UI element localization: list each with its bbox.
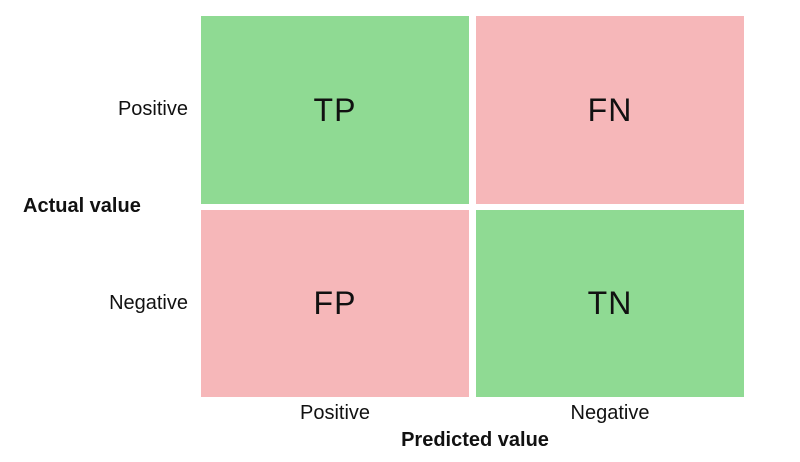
row-label-positive: Positive [117,98,188,120]
cell-label-fn: FN [587,91,633,128]
row-label-negative: Negative [109,292,188,314]
cell-label-tn: TN [587,285,633,321]
cell-label-fp: FP [313,285,357,321]
cell-false-negative: FN [476,16,744,204]
cell-false-positive: FP [201,210,469,397]
axis-title-predicted: Predicted value [401,429,549,451]
column-label-positive: Positive [299,402,371,424]
axis-title-actual: Actual value [23,195,141,217]
column-label-negative: Negative [570,402,650,424]
cell-label-tp: TP [313,91,357,128]
cell-true-negative: TN [476,210,744,397]
cell-true-positive: TP [201,16,469,204]
